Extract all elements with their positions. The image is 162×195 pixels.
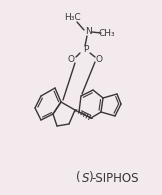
Text: P: P — [83, 45, 89, 54]
Text: N: N — [85, 27, 91, 36]
Text: (: ( — [76, 171, 81, 184]
Text: CH₃: CH₃ — [99, 28, 115, 37]
Text: O: O — [96, 54, 103, 64]
Text: S: S — [82, 171, 89, 184]
Text: O: O — [68, 56, 75, 65]
Text: -SIPHOS: -SIPHOS — [91, 171, 139, 184]
Text: H₃C: H₃C — [64, 13, 80, 22]
Text: ): ) — [88, 171, 93, 184]
